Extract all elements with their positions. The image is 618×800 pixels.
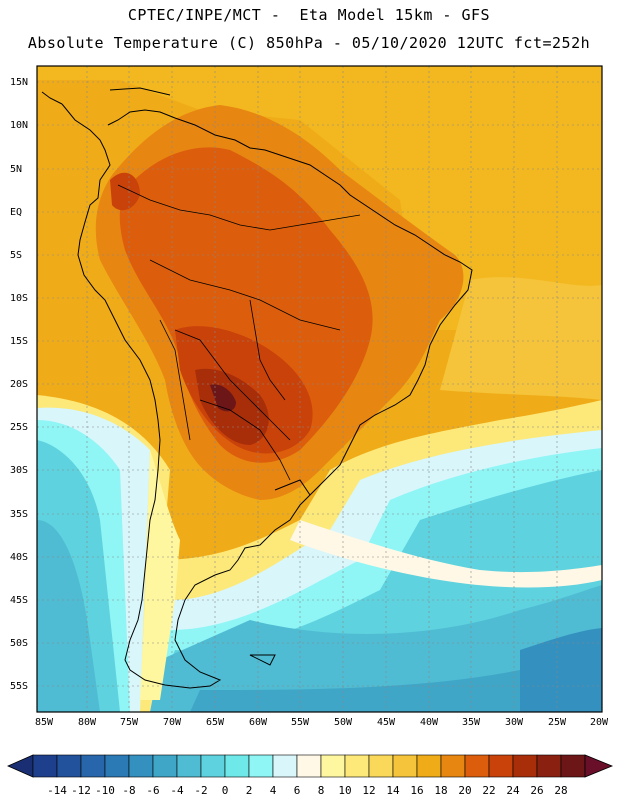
country-borders	[117, 184, 361, 481]
colorbar-tick-label: 20	[458, 784, 472, 797]
colorbar-swatch	[320, 754, 346, 778]
colorbar-tick-label: 22	[482, 784, 496, 797]
colorbar-tick-label: 2	[245, 784, 253, 797]
lon-label: 75W	[119, 717, 139, 728]
colorbar-swatch	[296, 754, 322, 778]
colorbar-swatch	[464, 754, 490, 778]
colorbar-tick-label: 16	[410, 784, 424, 797]
colorbar-swatch	[248, 754, 274, 778]
colorbar-swatch	[392, 754, 418, 778]
colorbar-swatch	[128, 754, 154, 778]
colorbar-tick-label: 28	[554, 784, 568, 797]
colorbar-tick-label: -6	[146, 784, 160, 797]
colorbar-tick-label: 26	[530, 784, 544, 797]
colorbar-tick-label: -12	[71, 784, 91, 797]
lon-label: 45W	[376, 717, 396, 728]
lat-label: EQ	[10, 207, 23, 218]
lat-label: 45S	[10, 595, 29, 606]
colorbar-tick-label: 18	[434, 784, 448, 797]
colorbar-overflow	[584, 754, 614, 778]
colorbar-swatch	[560, 754, 586, 778]
temperature-field	[37, 66, 602, 712]
colorbar-swatch	[56, 754, 82, 778]
colorbar-tick-label: 0	[221, 784, 229, 797]
colorbar-swatch	[80, 754, 106, 778]
lon-label: 25W	[547, 717, 567, 728]
lon-label: 60W	[248, 717, 268, 728]
lat-label: 5N	[10, 164, 23, 175]
colorbar-tick-label: 8	[317, 784, 325, 797]
colorbar-tick-label: -8	[122, 784, 136, 797]
lon-label: 50W	[333, 717, 353, 728]
colorbar-swatch	[272, 754, 298, 778]
colorbar-underflow	[7, 754, 34, 778]
lat-label: 20S	[10, 379, 29, 390]
lat-label: 15N	[10, 77, 29, 88]
colorbar-swatch	[200, 754, 226, 778]
lat-label: 55S	[10, 681, 29, 692]
colorbar-swatch	[440, 754, 466, 778]
lon-label: 80W	[77, 717, 97, 728]
lon-label: 30W	[504, 717, 524, 728]
colorbar	[7, 754, 614, 778]
colorbar-swatch	[176, 754, 202, 778]
graticule	[37, 66, 602, 712]
colorbar-tick-label: 4	[269, 784, 277, 797]
colorbar-swatch	[416, 754, 442, 778]
map-title: CPTEC/INPE/MCT - Eta Model 15km - GFS	[127, 6, 491, 24]
colorbar-tick-label: 12	[362, 784, 376, 797]
colorbar-tick-label: -2	[194, 784, 208, 797]
lon-label: 85W	[34, 717, 54, 728]
colorbar-swatch	[512, 754, 538, 778]
lon-label: 20W	[589, 717, 609, 728]
map-subtitle: Absolute Temperature (C) 850hPa - 05/10/…	[27, 34, 591, 52]
lon-label: 65W	[205, 717, 225, 728]
plot-frame	[36, 65, 603, 713]
colorbar-swatch	[32, 754, 58, 778]
colorbar-swatch	[152, 754, 178, 778]
lat-label: 50S	[10, 638, 29, 649]
colorbar-swatch	[344, 754, 370, 778]
colorbar-tick-label: -14	[47, 784, 67, 797]
lat-label: 30S	[10, 465, 29, 476]
lat-label: 40S	[10, 552, 29, 563]
lon-label: 35W	[461, 717, 481, 728]
colorbar-swatch	[224, 754, 250, 778]
colorbar-swatch	[536, 754, 562, 778]
lat-label: 10N	[10, 120, 29, 131]
lat-label: 5S	[10, 250, 23, 261]
lon-label: 55W	[290, 717, 310, 728]
colorbar-tick-label: 14	[386, 784, 400, 797]
colorbar-tick-label: -10	[95, 784, 115, 797]
colorbar-tick-label: -4	[170, 784, 184, 797]
colorbar-tick-label: 6	[293, 784, 301, 797]
lat-label: 15S	[10, 336, 29, 347]
colorbar-swatch	[488, 754, 514, 778]
lon-label: 40W	[419, 717, 439, 728]
lat-label: 10S	[10, 293, 29, 304]
lon-label: 70W	[162, 717, 182, 728]
colorbar-swatch	[104, 754, 130, 778]
colorbar-tick-label: 10	[338, 784, 352, 797]
coastlines	[41, 87, 473, 689]
lat-label: 35S	[10, 509, 29, 520]
colorbar-swatch	[368, 754, 394, 778]
lat-label: 25S	[10, 422, 29, 433]
colorbar-tick-label: 24	[506, 784, 520, 797]
